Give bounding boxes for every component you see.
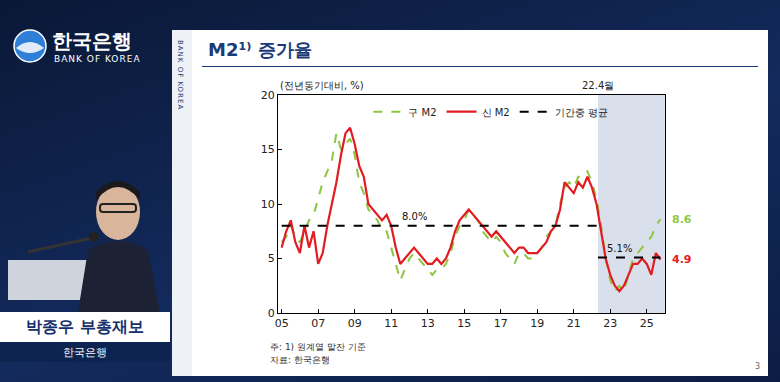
svg-text:5: 5 xyxy=(268,252,275,265)
svg-text:07: 07 xyxy=(311,317,325,330)
svg-text:20: 20 xyxy=(261,89,275,102)
svg-text:11: 11 xyxy=(384,317,398,330)
svg-text:23: 23 xyxy=(603,317,617,330)
svg-text:25: 25 xyxy=(640,317,654,330)
svg-text:19: 19 xyxy=(530,317,544,330)
svg-text:22.4월: 22.4월 xyxy=(582,80,614,91)
svg-text:5.1%: 5.1% xyxy=(607,243,632,254)
svg-text:09: 09 xyxy=(348,317,362,330)
svg-text:17: 17 xyxy=(494,317,508,330)
svg-text:8.0%: 8.0% xyxy=(402,211,427,222)
svg-text:0: 0 xyxy=(268,307,275,320)
html-text:자료: 한국은행: 자료: 한국은행 xyxy=(270,355,330,365)
svg-text:13: 13 xyxy=(421,317,435,330)
svg-text:15: 15 xyxy=(261,143,275,156)
svg-text:신 M2: 신 M2 xyxy=(482,107,510,118)
svg-text:21: 21 xyxy=(567,317,581,330)
svg-text:4.9: 4.9 xyxy=(672,253,692,266)
svg-text:05: 05 xyxy=(275,317,289,330)
html-text:BANK OF KOREA: BANK OF KOREA xyxy=(176,40,184,111)
html-text:M2¹⁾ 증가율: M2¹⁾ 증가율 xyxy=(208,39,312,60)
html-text:3: 3 xyxy=(754,362,760,371)
html-text:한국은행: 한국은행 xyxy=(63,345,107,359)
html-text:박종우 부총재보: 박종우 부총재보 xyxy=(26,316,144,336)
svg-text:기간중 평균: 기간중 평균 xyxy=(555,107,608,118)
html-text:주: 1) 원계열 말잔 기준: 주: 1) 원계열 말잔 기준 xyxy=(270,342,366,352)
html-text:BANK OF KOREA: BANK OF KOREA xyxy=(54,54,141,64)
svg-text:10: 10 xyxy=(261,198,275,211)
svg-text:(전년동기대비, %): (전년동기대비, %) xyxy=(280,80,364,91)
svg-text:구 M2: 구 M2 xyxy=(408,107,436,118)
html-text:한국은행: 한국은행 xyxy=(52,29,132,53)
svg-text:8.6: 8.6 xyxy=(672,213,692,226)
svg-text:15: 15 xyxy=(457,317,471,330)
